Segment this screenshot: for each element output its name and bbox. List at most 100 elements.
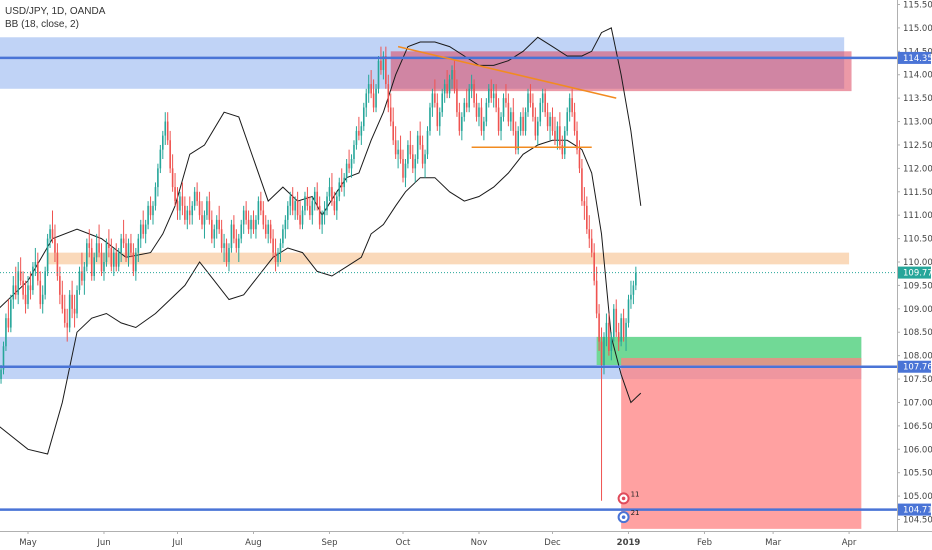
candle-body	[453, 70, 456, 89]
candle-body	[272, 238, 274, 253]
candle-body	[88, 243, 91, 248]
candle-body	[414, 159, 417, 169]
candle-body	[588, 229, 591, 239]
candle-body	[105, 243, 108, 262]
candle-body	[130, 243, 132, 253]
candle-body	[600, 341, 603, 365]
candle-body	[392, 121, 394, 141]
candle-body	[277, 252, 279, 262]
price-tag	[898, 503, 931, 516]
candle-body	[500, 116, 502, 131]
candle-body	[122, 238, 125, 244]
candle-body	[627, 299, 630, 323]
price-tag	[898, 51, 931, 64]
candle-body	[137, 238, 140, 253]
bollinger-upper-band	[0, 27, 642, 309]
candle-body	[71, 294, 73, 309]
candle-body	[139, 224, 142, 239]
candle-body	[149, 205, 152, 216]
price-tag-label: 109.774	[903, 269, 932, 279]
candle-body	[7, 318, 10, 328]
candle-body	[517, 130, 519, 150]
candle-body	[438, 112, 441, 127]
candle-body	[446, 84, 448, 94]
candle-body	[419, 135, 421, 145]
price-tag	[898, 266, 931, 279]
x-tick-label: Jul	[171, 538, 182, 548]
candle-body	[350, 159, 353, 169]
y-tick-label: 111.500	[903, 188, 932, 198]
candle-body	[568, 98, 571, 113]
candle-body	[328, 187, 331, 197]
x-tick-label: Sep	[321, 538, 337, 548]
y-tick-label: 105.000	[903, 492, 932, 502]
candle-body	[429, 107, 431, 131]
candle-body	[166, 121, 169, 141]
candle-body	[127, 243, 130, 258]
candle-body	[546, 112, 549, 127]
price-tag	[898, 360, 931, 373]
candle-body	[402, 159, 404, 178]
candle-body	[490, 88, 493, 99]
candle-body	[135, 252, 137, 272]
candle-body	[617, 332, 620, 342]
candle-body	[179, 196, 181, 211]
candle-body	[56, 252, 59, 277]
candle-body	[487, 88, 490, 103]
candle-body	[385, 56, 387, 85]
candle-body	[519, 116, 522, 131]
candle-body	[343, 177, 345, 188]
candle-body	[208, 201, 211, 220]
candle-body	[635, 272, 637, 286]
candle-body	[233, 224, 235, 239]
candle-body	[380, 60, 382, 71]
candle-body	[10, 299, 12, 328]
candle-body	[164, 121, 167, 136]
candle-body	[120, 238, 122, 253]
candle-body	[142, 224, 144, 234]
candle-body	[416, 135, 419, 159]
candle-body	[451, 70, 453, 80]
candle-body	[257, 201, 260, 220]
candle-body	[336, 196, 338, 211]
candle-body	[188, 210, 191, 216]
candle-body	[19, 271, 22, 281]
candle-body	[191, 205, 194, 216]
candle-body	[551, 116, 554, 131]
candle-body	[434, 93, 436, 103]
candle-body	[622, 318, 625, 337]
candle-body	[255, 219, 257, 230]
candle-body	[115, 252, 118, 267]
candle-body	[309, 205, 311, 216]
candle-body	[632, 285, 635, 295]
candles-layer	[0, 46, 637, 501]
event-markers-layer: 11 21	[617, 490, 640, 524]
candle-body	[399, 149, 402, 159]
candle-body	[367, 84, 370, 94]
candle-body	[76, 290, 78, 314]
candle-body	[29, 285, 32, 291]
y-tick-label: 108.500	[903, 328, 932, 338]
candle-body	[441, 93, 444, 113]
candle-body	[90, 247, 93, 277]
candle-body	[586, 205, 588, 230]
candle-body	[176, 201, 179, 211]
candle-body	[593, 252, 595, 281]
candle-body	[370, 84, 372, 94]
candle-body	[578, 149, 581, 169]
symbol-label[interactable]: USD/JPY, 1D, OANDA	[5, 6, 106, 17]
candle-body	[264, 224, 267, 234]
candle-body	[68, 294, 71, 328]
candle-body	[318, 205, 321, 225]
candle-body	[110, 247, 113, 267]
candle-body	[220, 229, 223, 248]
candle-body	[473, 84, 475, 103]
candle-body	[605, 322, 608, 337]
x-tick-label: Dec	[544, 538, 561, 548]
x-tick-label: Aug	[245, 538, 262, 548]
candle-body	[49, 229, 51, 239]
candle-body	[66, 322, 69, 328]
indicator-label[interactable]: BB (18, close, 2)	[5, 19, 79, 30]
candle-body	[274, 252, 277, 262]
